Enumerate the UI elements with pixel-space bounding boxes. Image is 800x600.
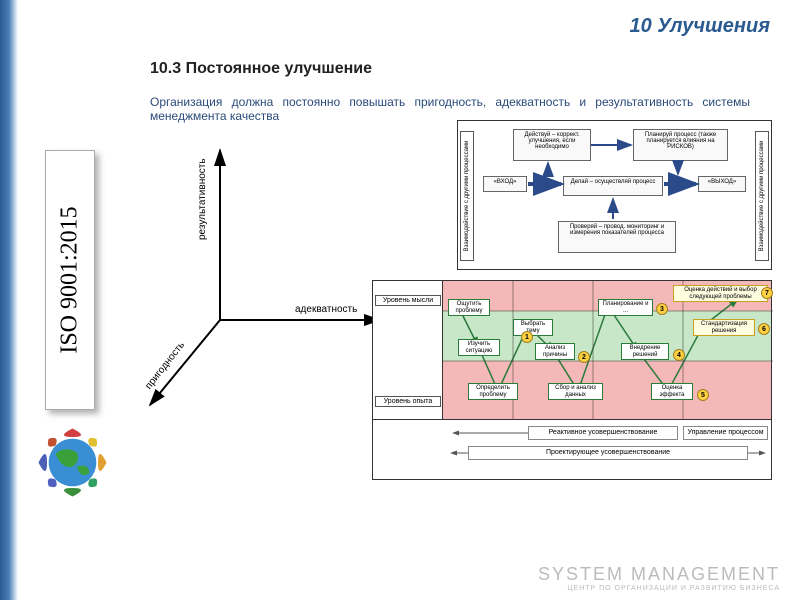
node-study: Изучить ситуацию [458, 339, 500, 356]
header-text: Улучшения [657, 15, 770, 37]
node-effect: Оценка эффекта [651, 383, 693, 400]
step-5: 5 [697, 389, 709, 401]
section-number: 10.3 [150, 60, 181, 77]
pdca-act: Действуй – коррект. улучшения, если необ… [513, 129, 591, 161]
pdca-check: Проверяй – провод. мониторинг и измерени… [558, 221, 676, 253]
left-gradient-border [0, 0, 18, 600]
section-title: 10.3 Постоянное улучшение [150, 60, 372, 78]
level-top: Уровень мысли [375, 295, 441, 306]
process-left-panel: Уровень мысли Уровень опыта [373, 281, 443, 421]
header-number: 10 [629, 15, 651, 37]
step-2: 2 [578, 351, 590, 363]
node-feel: Ощутить проблему [448, 299, 490, 316]
pdca-left-label-box: Взаимодействие с другими процессами [460, 131, 474, 261]
pdca-right-label-box: Взаимодействие с другими процессами [755, 131, 769, 261]
section-name: Постоянное улучшение [186, 60, 372, 77]
iso-label: ISO 9001:2015 [57, 206, 84, 353]
pdca-diagram: Взаимодействие с другими процессами Взаи… [457, 120, 772, 270]
watermark-subtitle: ЦЕНТР ПО ОРГАНИЗАЦИИ И РАЗВИТИЮ БИЗНЕСА [538, 585, 780, 592]
iso-label-block: ISO 9001:2015 [45, 150, 95, 410]
node-standard: Стандартизация решения [693, 319, 755, 336]
body-paragraph: Организация должна постоянно повышать пр… [150, 95, 750, 123]
step-4: 4 [673, 349, 685, 361]
x-axis-label: адекватность [295, 304, 357, 315]
process-improvement-chart: Уровень мысли Уровень опыта Ощутить проб… [372, 280, 772, 480]
node-collect: Сбор и анализ данных [548, 383, 603, 400]
page-header: 10 Улучшения [629, 15, 770, 38]
pdca-right-label: Взаимодействие с другими процессами [759, 141, 765, 252]
step-3: 3 [656, 303, 668, 315]
pdca-left-label: Взаимодействие с другими процессами [464, 141, 470, 252]
footer-arrows [373, 420, 771, 479]
node-evaluate: Оценка действий и выбор следующей пробле… [673, 285, 768, 302]
pdca-input: «ВХОД» [483, 176, 527, 192]
process-footer: Реактивное усовершенствование Управление… [373, 419, 771, 479]
pdca-output: «ВЫХОД» [698, 176, 746, 192]
node-define: Определить проблему [468, 383, 518, 400]
watermark: SYSTEM MANAGEMENT ЦЕНТР ПО ОРГАНИЗАЦИИ И… [538, 564, 780, 592]
globe-icon [30, 420, 115, 505]
node-implement: Внедрение решений [621, 343, 669, 360]
node-plan: Планирование и ... [598, 299, 653, 316]
step-7: 7 [761, 287, 773, 299]
y-axis-label: результативность [197, 158, 208, 240]
pdca-plan: Планируй процесс (также планируется влия… [633, 129, 728, 161]
node-choose: Выбрать тему [513, 319, 553, 336]
z-axis-label: пригодность [143, 340, 187, 392]
watermark-title: SYSTEM MANAGEMENT [538, 564, 780, 585]
step-1: 1 [521, 331, 533, 343]
coordinate-axes: результативность адекватность пригодност… [130, 140, 390, 420]
pdca-do: Делай – осуществляй процесс [563, 176, 663, 196]
level-bottom: Уровень опыта [375, 396, 441, 407]
node-analyze: Анализ причины [535, 343, 575, 360]
step-6: 6 [758, 323, 770, 335]
